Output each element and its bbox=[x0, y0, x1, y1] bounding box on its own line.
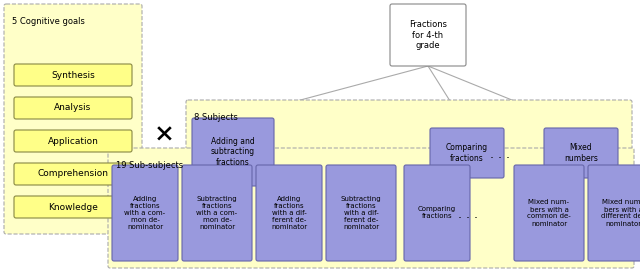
Text: Adding and
subtracting
fractions: Adding and subtracting fractions bbox=[211, 137, 255, 167]
FancyBboxPatch shape bbox=[14, 130, 132, 152]
FancyBboxPatch shape bbox=[390, 4, 466, 66]
Text: Subtracting
fractions
with a com-
mon de-
nominator: Subtracting fractions with a com- mon de… bbox=[196, 196, 237, 230]
Text: 5 Cognitive goals: 5 Cognitive goals bbox=[12, 17, 85, 26]
FancyBboxPatch shape bbox=[112, 165, 178, 261]
FancyBboxPatch shape bbox=[14, 196, 132, 218]
FancyBboxPatch shape bbox=[14, 97, 132, 119]
Text: . . .: . . . bbox=[490, 149, 510, 161]
FancyBboxPatch shape bbox=[404, 165, 470, 261]
Text: Mixed num-
bers with a
different de-
nominator: Mixed num- bers with a different de- nom… bbox=[602, 199, 640, 227]
Text: Knowledge: Knowledge bbox=[48, 202, 98, 212]
Text: 19 Sub-subjects: 19 Sub-subjects bbox=[116, 161, 183, 170]
Text: Application: Application bbox=[47, 136, 99, 145]
FancyBboxPatch shape bbox=[4, 4, 142, 234]
Text: Mixed
numbers: Mixed numbers bbox=[564, 143, 598, 163]
FancyBboxPatch shape bbox=[14, 64, 132, 86]
Text: ×: × bbox=[154, 123, 175, 147]
FancyBboxPatch shape bbox=[326, 165, 396, 261]
Text: 8 Subjects: 8 Subjects bbox=[194, 113, 238, 122]
Text: Subtracting
fractions
with a dif-
ferent de-
nominator: Subtracting fractions with a dif- ferent… bbox=[340, 196, 381, 230]
Text: Adding
fractions
with a com-
mon de-
nominator: Adding fractions with a com- mon de- nom… bbox=[124, 196, 166, 230]
FancyBboxPatch shape bbox=[256, 165, 322, 261]
Text: Mixed num-
bers with a
common de-
nominator: Mixed num- bers with a common de- nomina… bbox=[527, 199, 571, 227]
Text: Adding
fractions
with a dif-
ferent de-
nominator: Adding fractions with a dif- ferent de- … bbox=[271, 196, 307, 230]
Text: Comparing
fractions: Comparing fractions bbox=[418, 207, 456, 219]
Text: Analysis: Analysis bbox=[54, 104, 92, 113]
FancyBboxPatch shape bbox=[186, 100, 632, 238]
Text: Fractions
for 4-th
grade: Fractions for 4-th grade bbox=[409, 20, 447, 50]
FancyBboxPatch shape bbox=[192, 118, 274, 186]
FancyBboxPatch shape bbox=[514, 165, 584, 261]
FancyBboxPatch shape bbox=[108, 148, 634, 268]
FancyBboxPatch shape bbox=[544, 128, 618, 178]
Text: . . .: . . . bbox=[458, 209, 478, 221]
FancyBboxPatch shape bbox=[182, 165, 252, 261]
Text: Comprehension: Comprehension bbox=[38, 170, 109, 178]
Text: Synthesis: Synthesis bbox=[51, 70, 95, 79]
FancyBboxPatch shape bbox=[430, 128, 504, 178]
Text: Comparing
fractions: Comparing fractions bbox=[446, 143, 488, 163]
FancyBboxPatch shape bbox=[14, 163, 132, 185]
FancyBboxPatch shape bbox=[588, 165, 640, 261]
